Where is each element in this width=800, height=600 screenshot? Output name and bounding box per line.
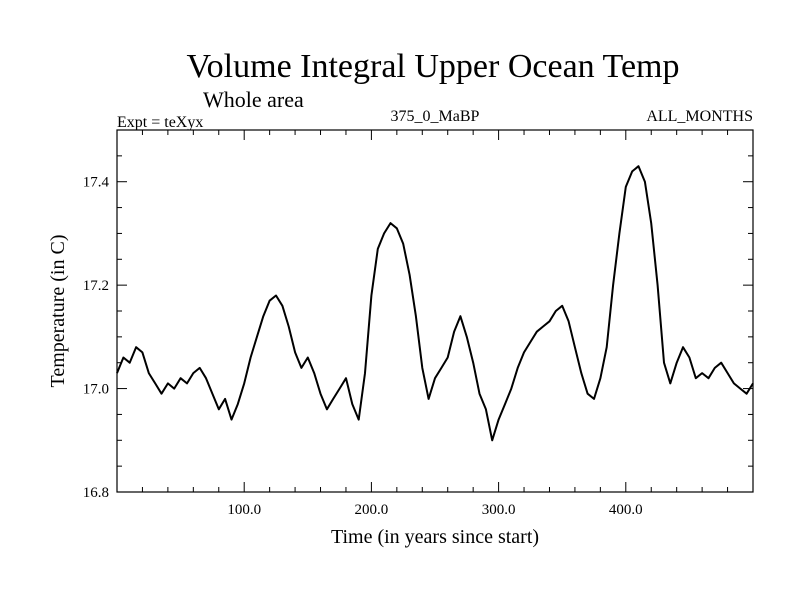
x-axis-label: Time (in years since start)	[331, 526, 539, 548]
x-tick-label: 400.0	[609, 502, 643, 518]
x-tick-labels: 100.0 200.0 300.0 400.0	[227, 502, 642, 518]
chart-subtitle: Whole area	[203, 87, 304, 112]
x-tick-label: 100.0	[227, 502, 261, 518]
y-tick-label: 17.4	[83, 175, 110, 191]
header-right: ALL_MONTHS	[646, 108, 753, 125]
axis-ticks	[117, 130, 753, 492]
y-tick-label: 16.8	[83, 485, 109, 501]
y-axis-label: Temperature (in C)	[47, 235, 69, 388]
plot-frame	[116, 129, 754, 493]
x-tick-label: 200.0	[355, 502, 389, 518]
header-left: Expt = teXyx	[117, 114, 203, 131]
chart-title: Volume Integral Upper Ocean Temp	[187, 48, 680, 85]
y-tick-labels: 16.8 17.0 17.2 17.4	[83, 175, 110, 501]
y-tick-label: 17.0	[83, 382, 109, 398]
y-tick-label: 17.2	[83, 278, 109, 294]
header-center: 375_0_MaBP	[391, 108, 480, 125]
x-tick-label: 300.0	[482, 502, 516, 518]
temperature-series-line	[116, 165, 754, 442]
